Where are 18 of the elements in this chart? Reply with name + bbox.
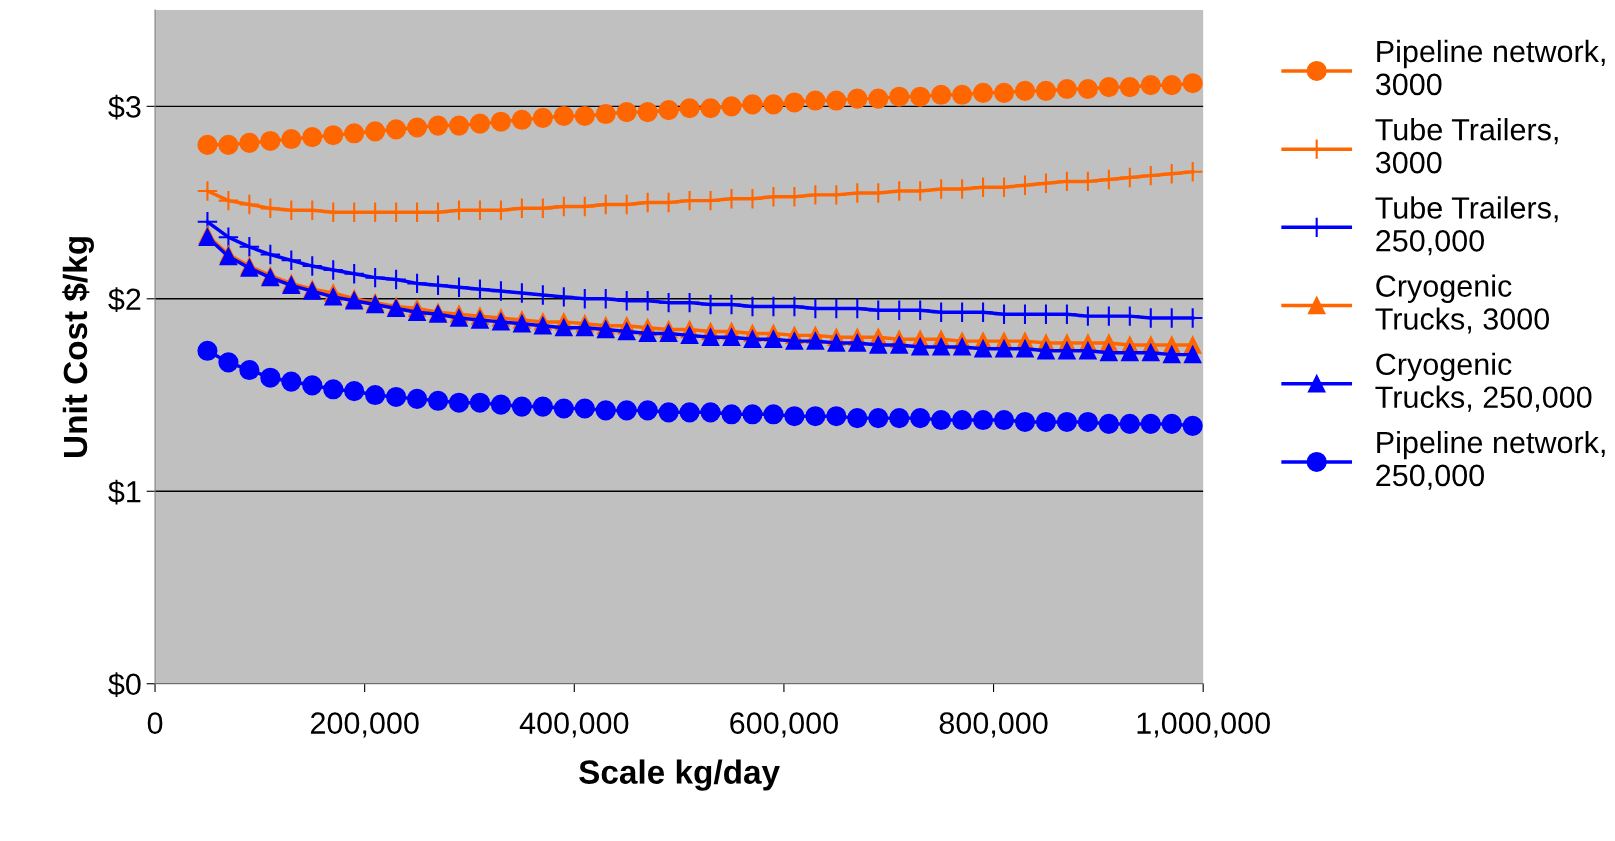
legend-label: Tube Trailers, 3000 xyxy=(1375,118,1558,174)
y-tick-label: $0 xyxy=(108,672,141,697)
legend-label: Pipeline network, 3000 xyxy=(1375,39,1605,96)
y-tick-label: $3 xyxy=(108,94,141,120)
legend-label: Pipeline network, 250,000 xyxy=(1376,430,1605,490)
y-tick-label: $1 xyxy=(108,479,141,505)
legend-label: Tube Trailers, 250,000 xyxy=(1375,196,1558,256)
x-axis-title: Scale kg/day xyxy=(579,759,780,791)
legend-label: Cryogenic Trucks, 250,000 xyxy=(1375,352,1592,412)
x-tick-label: 600,000 xyxy=(730,712,838,738)
x-tick-label: 0 xyxy=(147,712,163,734)
legend-label: Cryogenic Trucks, 3000 xyxy=(1375,274,1550,334)
y-tick-label: $2 xyxy=(108,287,141,312)
y-axis-title: Unit Cost $/kg xyxy=(62,237,94,457)
x-tick-label: 800,000 xyxy=(939,712,1048,738)
x-tick-label: 1,000,000 xyxy=(1137,712,1270,738)
x-tick-label: 400,000 xyxy=(519,712,629,738)
x-tick-label: 200,000 xyxy=(310,712,419,738)
